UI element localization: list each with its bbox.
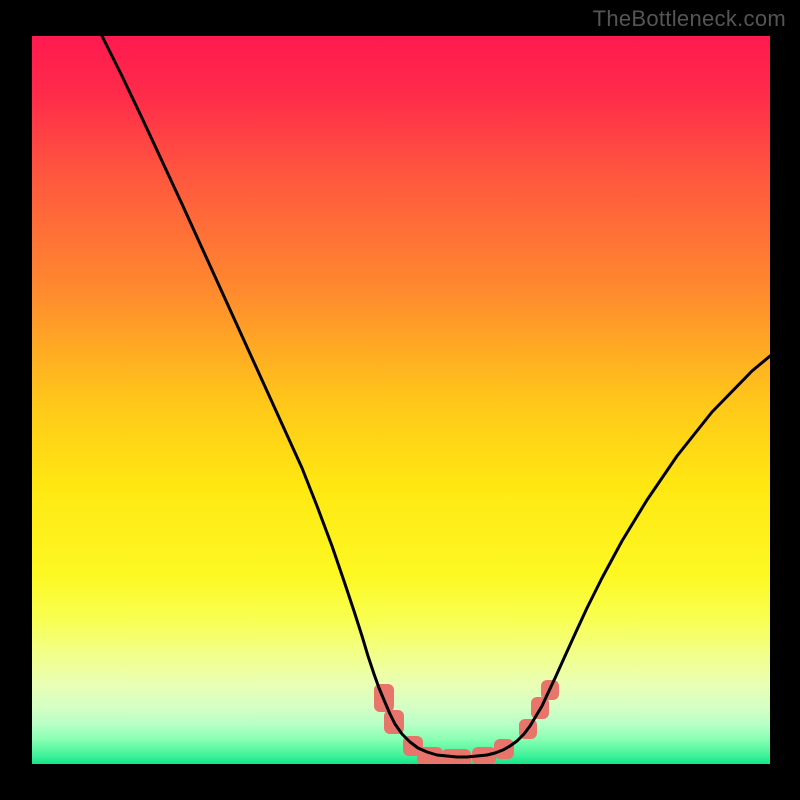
plot-area [32, 36, 770, 764]
bottleneck-curve [102, 36, 770, 757]
curve-layer [32, 36, 770, 764]
watermark-text: TheBottleneck.com [593, 6, 786, 32]
chart-container: TheBottleneck.com [0, 0, 800, 800]
